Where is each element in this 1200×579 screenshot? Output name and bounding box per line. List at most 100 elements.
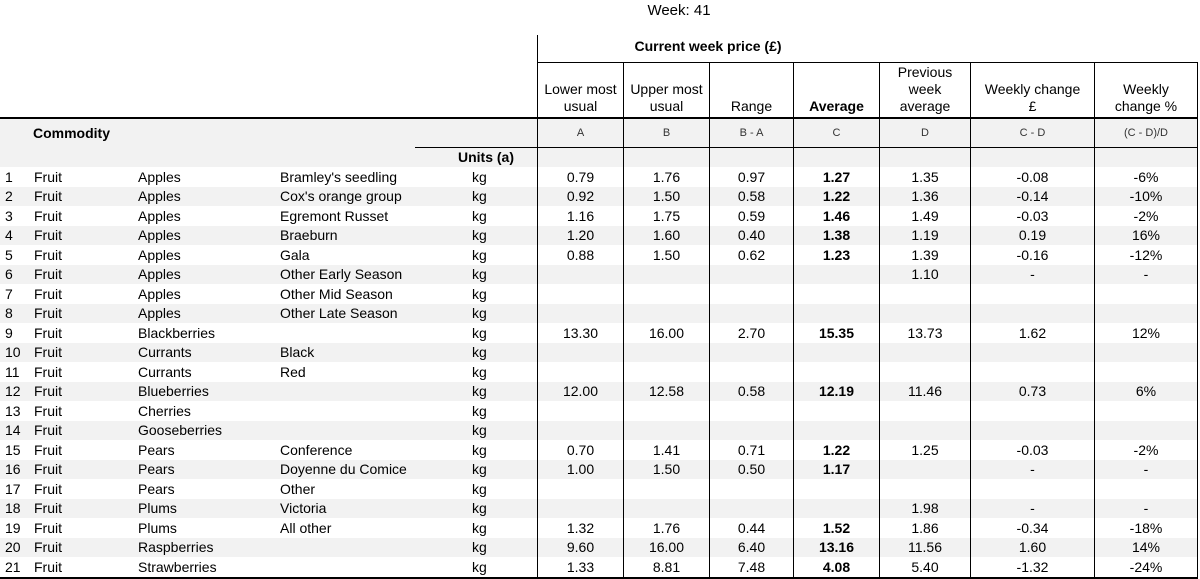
weekly-change-pct-cell: - — [1094, 459, 1198, 479]
group-cell: Plums — [138, 500, 177, 517]
weekly-change-cell — [970, 303, 1094, 323]
average-cell: 1.27 — [793, 167, 879, 187]
col-header-range: Range — [709, 62, 793, 117]
category-cell: Fruit — [34, 285, 62, 302]
group-cell: Apples — [138, 266, 181, 283]
units-cell: kg — [472, 558, 487, 575]
weekly-change-cell: 1.62 — [970, 323, 1094, 343]
weekly-change-cell — [970, 284, 1094, 304]
units-cell: kg — [472, 168, 487, 185]
prev-week-average-cell: 1.36 — [879, 186, 970, 206]
group-cell: Currants — [138, 344, 192, 361]
group-cell: Apples — [138, 305, 181, 322]
table-row: 9 Fruit Blackberries kg 13.30 16.00 2.70 15.35 1… — [0, 323, 1198, 343]
upper-usual-cell: 1.60 — [623, 225, 709, 245]
table-row: 10 Fruit Currants Black kg — [0, 342, 1198, 362]
units-cell: kg — [472, 519, 487, 536]
weekly-change-pct-cell: -18% — [1094, 518, 1198, 538]
variety-cell — [276, 323, 472, 343]
col-header-upper-most-usual: Upper most usual — [623, 62, 709, 117]
upper-usual-cell — [623, 498, 709, 518]
formula-c-minus-d-over-d: (C - D)/D — [1094, 119, 1198, 147]
average-cell: 1.52 — [793, 518, 879, 538]
row-number-cell: 16 — [5, 461, 21, 478]
category-cell: Fruit — [34, 383, 62, 400]
upper-usual-cell: 1.76 — [623, 518, 709, 538]
lower-usual-cell: 1.32 — [537, 518, 623, 538]
category-cell: Fruit — [34, 344, 62, 361]
lower-usual-cell — [537, 264, 623, 284]
weekly-change-pct-cell — [1094, 479, 1198, 499]
weekly-change-pct-cell: -10% — [1094, 186, 1198, 206]
formula-c-minus-d: C - D — [970, 119, 1094, 147]
range-cell: 6.40 — [709, 537, 793, 557]
prev-week-average-cell: 1.39 — [879, 245, 970, 265]
row-number-cell: 10 — [5, 344, 21, 361]
prev-week-average-cell: 1.25 — [879, 440, 970, 460]
range-cell — [709, 401, 793, 421]
variety-cell: All other — [280, 519, 332, 536]
lower-usual-cell: 12.00 — [537, 381, 623, 401]
range-cell — [709, 264, 793, 284]
weekly-change-pct-cell — [1094, 420, 1198, 440]
weekly-change-pct-cell: -2% — [1094, 206, 1198, 226]
average-cell: 1.17 — [793, 459, 879, 479]
units-cell: kg — [472, 266, 487, 283]
units-header: Units (a) — [415, 147, 537, 167]
prev-week-average-cell — [879, 401, 970, 421]
weekly-change-pct-cell: -2% — [1094, 440, 1198, 460]
prev-week-average-cell: 5.40 — [879, 557, 970, 577]
lower-usual-cell — [537, 303, 623, 323]
weekly-change-cell: -0.16 — [970, 245, 1094, 265]
upper-usual-cell: 1.50 — [623, 245, 709, 265]
column-header-row: Lower most usual Upper most usual Range … — [0, 62, 1198, 117]
row-number-cell: 4 — [5, 227, 13, 244]
table-row: 16 Fruit Pears Doyenne du Comice kg 1.00 1.50 0… — [0, 459, 1198, 479]
table-row: 14 Fruit Gooseberries kg — [0, 420, 1198, 441]
category-cell: Fruit — [34, 168, 62, 185]
row-number-cell: 21 — [5, 558, 21, 575]
range-cell: 0.50 — [709, 459, 793, 479]
group-cell: Strawberries — [138, 558, 217, 575]
category-cell: Fruit — [34, 480, 62, 497]
formula-c: C — [793, 119, 879, 147]
variety-cell: Doyenne du Comice — [280, 461, 407, 478]
weekly-change-cell: -0.14 — [970, 186, 1094, 206]
prev-week-average-cell: 13.73 — [879, 323, 970, 343]
lower-usual-cell — [537, 498, 623, 518]
formula-b: B — [623, 119, 709, 147]
formula-row: Commodity A B B - A C D C - D (C - D)/D — [0, 117, 1198, 147]
units-row: Units (a) — [0, 147, 1198, 167]
category-cell: Fruit — [34, 188, 62, 205]
category-cell: Fruit — [34, 305, 62, 322]
table-row: 3 Fruit Apples Egremont Russet kg 1.16 1.75 0.5… — [0, 206, 1198, 226]
row-number-cell: 17 — [5, 480, 21, 497]
table-row: 21 Fruit Strawberries kg 1.33 8.81 7.48 4.08 5.4… — [0, 557, 1198, 577]
variety-cell: Black — [280, 344, 315, 361]
row-number-cell: 9 — [5, 324, 13, 341]
weekly-change-cell — [970, 342, 1094, 362]
range-cell: 0.62 — [709, 245, 793, 265]
row-number-cell: 8 — [5, 305, 13, 322]
table-row: 20 Fruit Raspberries kg 9.60 16.00 6.40 13.16 11… — [0, 537, 1198, 557]
weekly-change-pct-cell: -12% — [1094, 245, 1198, 265]
variety-cell: Cox's orange group — [280, 188, 402, 205]
prev-week-average-cell: 11.56 — [879, 537, 970, 557]
group-cell: Raspberries — [138, 539, 214, 556]
units-cell: kg — [472, 500, 487, 517]
average-cell: 15.35 — [793, 323, 879, 343]
variety-cell — [276, 421, 472, 441]
variety-cell: Braeburn — [280, 227, 338, 244]
weekly-change-cell: - — [970, 264, 1094, 284]
lower-usual-cell: 0.88 — [537, 245, 623, 265]
variety-cell: Other Late Season — [280, 305, 398, 322]
upper-usual-cell — [623, 303, 709, 323]
weekly-change-cell — [970, 362, 1094, 382]
current-week-price-heading: Current week price (£) — [634, 38, 782, 54]
weekly-change-cell: -0.08 — [970, 167, 1094, 187]
weekly-change-cell: -0.34 — [970, 518, 1094, 538]
upper-usual-cell — [623, 479, 709, 499]
range-cell — [709, 420, 793, 440]
group-cell: Cherries — [138, 402, 191, 419]
